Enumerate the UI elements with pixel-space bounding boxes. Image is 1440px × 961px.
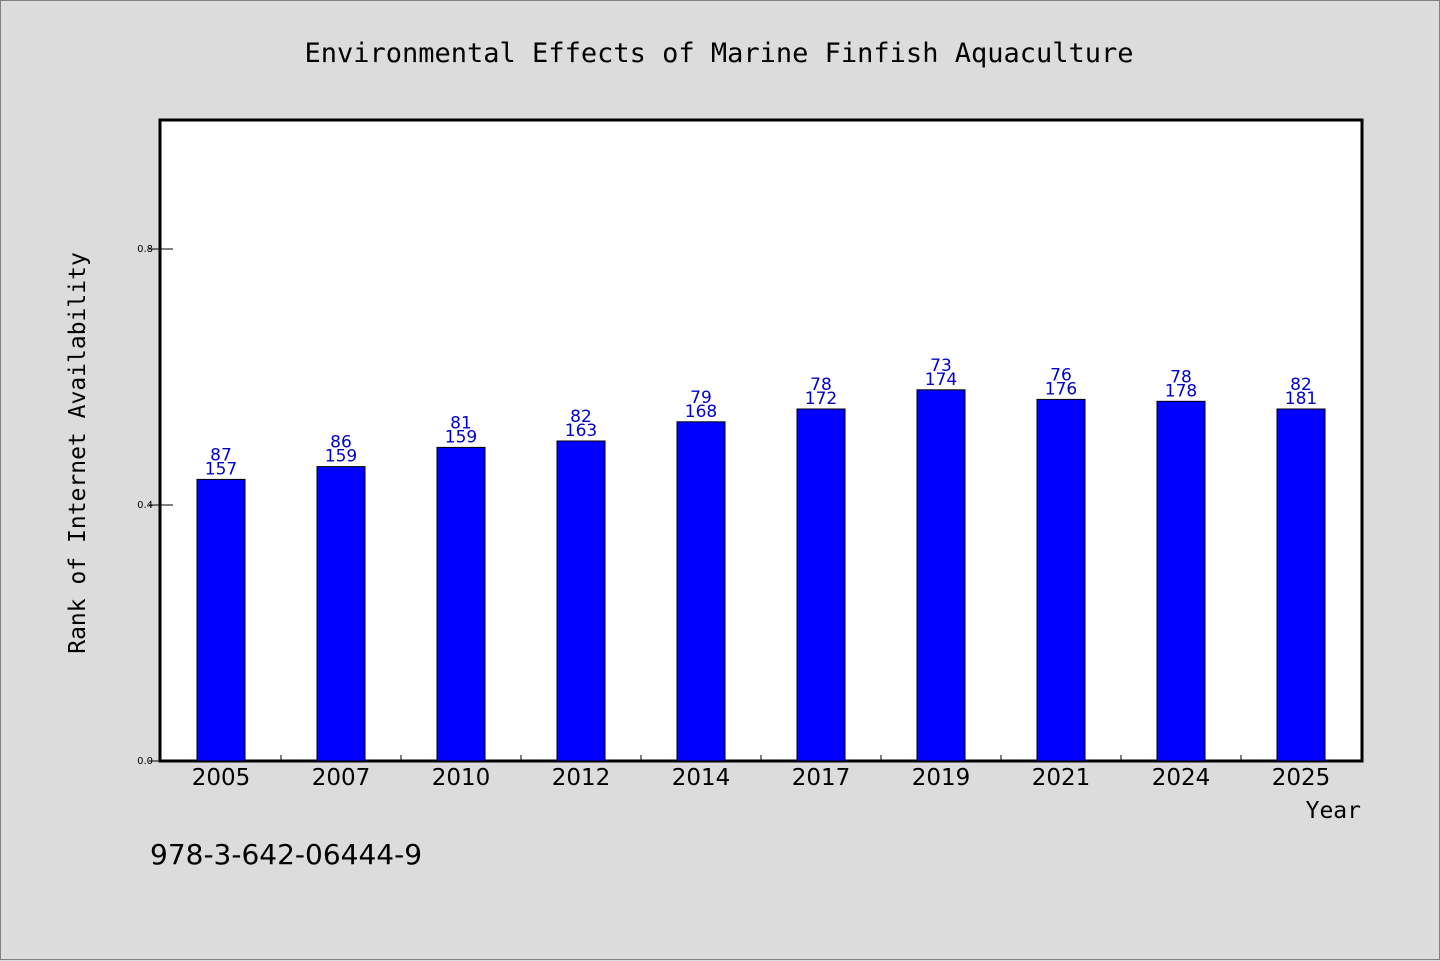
y-tick-label: 0.4 xyxy=(137,500,153,511)
bar-label-bottom: 178 xyxy=(1165,381,1197,401)
y-tick-label: 0.8 xyxy=(137,244,153,255)
bar xyxy=(1276,408,1326,762)
bar xyxy=(796,408,846,762)
bar-label-bottom: 181 xyxy=(1285,389,1317,409)
bar-label-bottom: 159 xyxy=(325,447,357,467)
bar-label-top: 87 xyxy=(210,445,232,465)
bar-label-top: 76 xyxy=(1050,365,1072,385)
chart-title: Environmental Effects of Marine Finfish … xyxy=(304,38,1133,69)
x-tick-label: 2024 xyxy=(1152,765,1211,791)
x-axis-label: Year xyxy=(1306,798,1361,824)
x-tick-label: 2005 xyxy=(192,765,251,791)
x-tick-label: 2021 xyxy=(1032,765,1091,791)
bar xyxy=(676,421,726,762)
bar-label-top: 86 xyxy=(330,433,352,453)
x-tick-label: 2012 xyxy=(552,765,611,791)
bar-label-bottom: 174 xyxy=(925,370,957,390)
x-tick-label: 2019 xyxy=(912,765,971,791)
bar-label-bottom: 163 xyxy=(565,421,597,441)
bar-label-top: 78 xyxy=(1170,367,1192,387)
y-tick-label: 0.0 xyxy=(137,756,153,767)
bar-label-top: 79 xyxy=(690,388,712,408)
bar xyxy=(1036,398,1086,762)
bar-label-bottom: 176 xyxy=(1045,379,1077,399)
bar-label-top: 82 xyxy=(1290,375,1312,395)
y-axis: 0.0 0.4 0.8 xyxy=(137,244,173,767)
x-tick-label: 2014 xyxy=(672,765,731,791)
bar-label-bottom: 157 xyxy=(205,459,237,479)
x-tick-label: 2017 xyxy=(792,765,851,791)
bar-label-top: 73 xyxy=(930,356,952,376)
x-tick-label: 2025 xyxy=(1272,765,1331,791)
bar xyxy=(316,466,366,762)
bar xyxy=(556,440,606,762)
x-axis: 2005 2007 2010 2012 2014 2017 2019 2021 2024 2025 xyxy=(192,755,1331,791)
bar xyxy=(196,478,246,762)
x-tick-label: 2010 xyxy=(432,765,491,791)
bar xyxy=(1156,400,1206,762)
bar-series xyxy=(196,389,1326,762)
bar-label-top: 81 xyxy=(450,413,472,433)
x-tick-label: 2007 xyxy=(312,765,371,791)
bar-label-bottom: 168 xyxy=(685,402,717,422)
bar-label-bottom: 159 xyxy=(445,427,477,447)
bar-label-top: 82 xyxy=(570,407,592,427)
footer-code: 978-3-642-06444-9 xyxy=(150,838,422,871)
bar xyxy=(436,446,486,762)
bar-label-top: 78 xyxy=(810,375,832,395)
bar-label-bottom: 172 xyxy=(805,389,837,409)
bar xyxy=(916,389,966,762)
y-axis-label: Rank of Internet Availability xyxy=(65,252,91,654)
